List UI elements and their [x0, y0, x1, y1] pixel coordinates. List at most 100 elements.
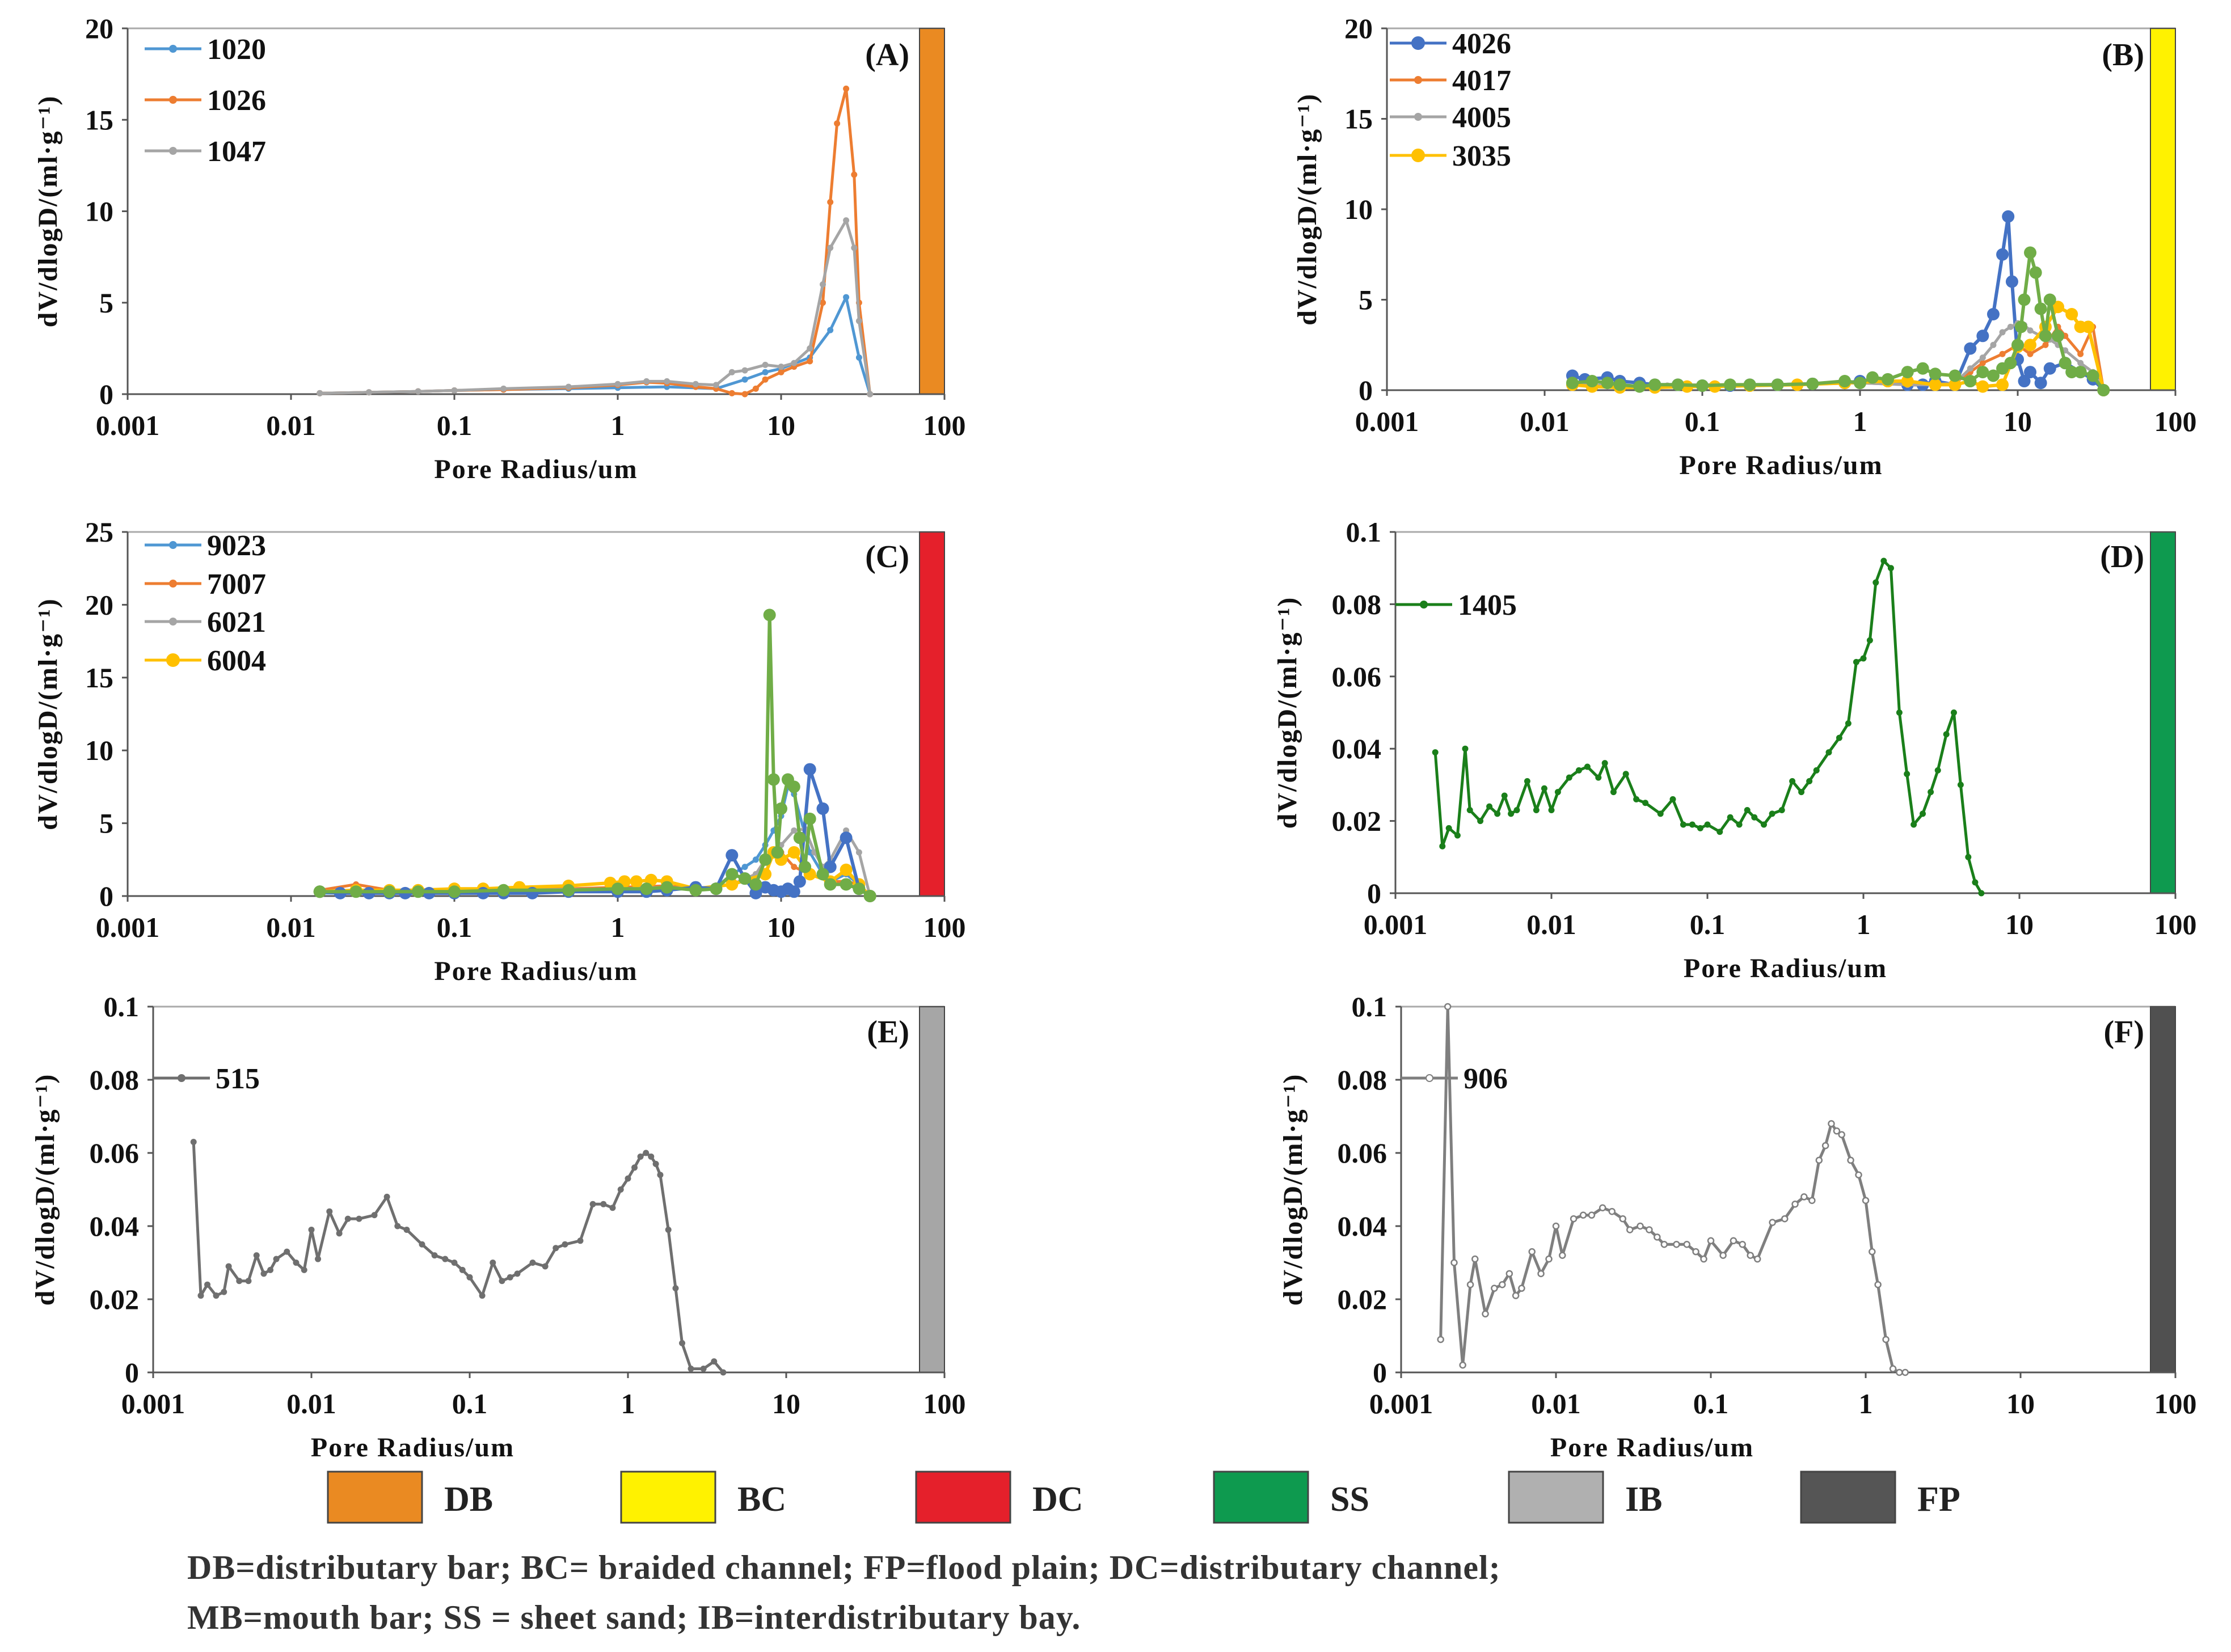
data-point: [1588, 1211, 1596, 1219]
data-point: [1700, 1255, 1707, 1263]
series-line: [319, 613, 871, 898]
legend-label: 9023: [207, 530, 266, 562]
data-point: [2034, 302, 2047, 315]
data-point: [1808, 1197, 1816, 1205]
y-tick-label: 15: [1344, 103, 1373, 135]
x-tick-label: 0.01: [1531, 1388, 1581, 1419]
y-tick-label: 0: [99, 880, 113, 912]
data-point: [419, 1241, 425, 1248]
data-point: [1648, 378, 1661, 391]
data-point: [1957, 781, 1964, 788]
legend-marker: [169, 96, 177, 104]
data-point: [1950, 709, 1957, 716]
data-point: [1964, 342, 1977, 355]
data-point: [778, 364, 785, 370]
data-point: [2024, 366, 2037, 379]
facies-bar: [919, 1006, 945, 1373]
data-point: [1874, 1281, 1882, 1288]
series-906: [1437, 1003, 1909, 1376]
data-point: [497, 884, 510, 897]
data-point: [2097, 384, 2110, 396]
legend-label: 1047: [207, 136, 266, 168]
data-point: [253, 1252, 260, 1259]
data-point: [293, 1260, 300, 1266]
data-point: [1838, 375, 1852, 388]
data-point: [1508, 810, 1515, 817]
y-tick-label: 10: [1344, 193, 1373, 225]
data-point: [1554, 789, 1561, 796]
data-point: [1637, 1222, 1644, 1230]
data-point: [2082, 320, 2095, 333]
data-point: [1949, 378, 1962, 391]
data-point: [190, 1139, 197, 1146]
data-point: [1584, 763, 1591, 770]
data-point: [1719, 1252, 1727, 1259]
legend-entry: 6021: [145, 606, 266, 639]
legend-marker: [169, 618, 177, 626]
data-point: [273, 1256, 280, 1262]
x-tick-label: 10: [2004, 405, 2032, 437]
data-point: [1533, 806, 1540, 813]
data-point: [843, 294, 850, 301]
legend-marker: [1420, 601, 1428, 609]
y-tick-label: 15: [85, 662, 113, 694]
data-point: [1987, 308, 2000, 321]
data-point: [204, 1281, 211, 1288]
y-axis-title: dV/dlogD/(ml·g⁻¹): [1272, 597, 1302, 829]
data-point: [1996, 248, 2009, 261]
data-point: [2029, 266, 2042, 279]
legend-entry: 906: [1401, 1063, 1508, 1095]
data-point: [762, 361, 769, 368]
data-point: [1911, 821, 1917, 828]
x-tick-label: 1: [1857, 909, 1871, 940]
data-point: [1769, 1219, 1776, 1226]
data-point: [2027, 350, 2034, 357]
data-point: [739, 872, 752, 885]
data-point: [791, 360, 798, 366]
legend-label: 1020: [207, 33, 266, 66]
series-unnamed-5: [313, 609, 876, 902]
data-point: [213, 1292, 220, 1299]
data-point: [1976, 329, 1989, 343]
y-tick-label: 0: [1373, 1357, 1387, 1388]
data-point: [672, 1285, 679, 1292]
data-point: [2059, 357, 2072, 370]
x-tick-label: 1: [1859, 1388, 1873, 1419]
x-tick-label: 1: [611, 911, 625, 943]
y-tick-label: 0: [1359, 374, 1373, 406]
data-point: [542, 1263, 549, 1270]
data-point: [611, 882, 624, 895]
data-point: [820, 281, 826, 288]
data-point: [700, 1366, 707, 1372]
data-point: [827, 327, 834, 333]
data-point: [2018, 293, 2031, 306]
data-point: [2043, 362, 2056, 375]
facies-key-item-fp: FP: [1800, 1471, 1960, 1524]
data-point: [1595, 774, 1602, 781]
data-point: [791, 864, 798, 871]
data-point: [2004, 357, 2017, 370]
series-line: [319, 785, 871, 897]
data-point: [1730, 1237, 1737, 1245]
y-axis-title: dV/dlogD/(ml·g⁻¹): [33, 598, 63, 830]
data-point: [1751, 814, 1758, 821]
data-point: [1599, 1204, 1606, 1211]
data-point: [1524, 778, 1530, 785]
data-point: [500, 385, 507, 392]
data-point: [1847, 1156, 1854, 1164]
data-point: [1760, 821, 1767, 828]
data-point: [1566, 377, 1579, 390]
y-tick-label: 0.04: [90, 1210, 140, 1242]
data-point: [1882, 1336, 1890, 1343]
data-point: [1855, 1171, 1862, 1178]
data-point: [640, 882, 653, 895]
data-point: [236, 1278, 243, 1285]
data-point: [1704, 821, 1711, 828]
data-point: [562, 1241, 568, 1248]
data-point: [726, 878, 739, 891]
data-point: [793, 831, 806, 844]
data-point: [799, 860, 812, 873]
data-point: [726, 849, 739, 862]
legend-entry: 1020: [145, 33, 266, 66]
x-tick-label: 0.1: [1693, 1388, 1729, 1419]
